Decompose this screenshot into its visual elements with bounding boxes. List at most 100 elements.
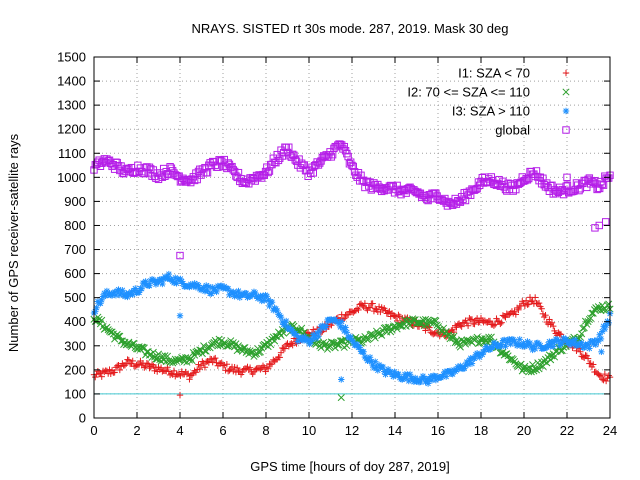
series-global-point bbox=[130, 169, 138, 177]
series-global-point bbox=[470, 186, 479, 194]
series-i2-point bbox=[223, 342, 231, 350]
series-i3-point bbox=[343, 329, 351, 336]
series-global-point bbox=[487, 173, 496, 181]
series-global-point bbox=[141, 163, 150, 172]
series-i1-point bbox=[141, 364, 148, 371]
series-global-outlier-point bbox=[595, 221, 603, 230]
series-i1-point bbox=[264, 365, 272, 372]
series-global-point bbox=[166, 163, 174, 171]
series-i1-point bbox=[422, 327, 429, 334]
series-global-point bbox=[188, 175, 196, 183]
series-global-point bbox=[147, 165, 155, 173]
series-i1-point bbox=[491, 321, 499, 328]
series-global-point bbox=[588, 177, 596, 185]
series-i2-point bbox=[98, 316, 106, 324]
series-i3-point bbox=[213, 288, 220, 296]
y-tick-label: 1100 bbox=[58, 146, 86, 161]
series-global-point bbox=[593, 185, 601, 194]
series-i1-point bbox=[124, 356, 131, 363]
series-i2-point bbox=[255, 348, 263, 357]
series-global-point bbox=[336, 140, 345, 149]
series-global-point bbox=[552, 189, 560, 198]
x-tick-label: 10 bbox=[302, 423, 316, 438]
series-i1-point bbox=[246, 364, 254, 371]
series-i2-point bbox=[343, 342, 351, 350]
series-i2-point bbox=[330, 339, 338, 347]
series-i3-outlier-point bbox=[176, 312, 184, 319]
series-global-point bbox=[104, 157, 112, 165]
series-i1-point bbox=[121, 362, 129, 369]
y-tick-label: 1500 bbox=[57, 50, 86, 65]
series-i2-point bbox=[216, 341, 224, 349]
series-i2-point bbox=[421, 315, 430, 324]
series-i2-point bbox=[240, 344, 248, 352]
series-i3-point bbox=[531, 345, 539, 353]
series-global-point bbox=[374, 180, 382, 189]
series-global-point bbox=[263, 163, 271, 171]
series-global-point bbox=[193, 175, 201, 184]
series-global-point bbox=[286, 152, 294, 160]
series-i1-point bbox=[361, 300, 369, 307]
series-i3-point bbox=[338, 318, 345, 325]
series-global-point bbox=[161, 172, 169, 180]
series-i3-point bbox=[138, 285, 145, 292]
series-i2-point bbox=[114, 332, 123, 340]
y-tick-label: 1300 bbox=[57, 98, 86, 113]
series-global-point bbox=[168, 167, 177, 175]
legend-label: I1: SZA < 70 bbox=[458, 66, 530, 81]
series-i2-point bbox=[557, 347, 565, 355]
x-tick-label: 6 bbox=[219, 423, 226, 438]
axis-ticks: 0 2 4 6 8 10 12 14 16 18 20 22 240100200300400500600… bbox=[57, 50, 617, 439]
series-i1-point bbox=[597, 372, 605, 380]
series-i1-point bbox=[512, 311, 520, 318]
y-tick-label: 100 bbox=[64, 386, 86, 401]
series-i1-point bbox=[289, 341, 296, 349]
series-i1-point bbox=[468, 316, 476, 323]
series-global-point bbox=[276, 154, 284, 162]
series-i2-point bbox=[298, 324, 306, 332]
series-global-point bbox=[370, 179, 378, 187]
series-global-point bbox=[227, 163, 235, 172]
series-global-point bbox=[256, 172, 265, 180]
series-i1-point bbox=[497, 320, 504, 328]
series-i1-point bbox=[98, 373, 105, 380]
series-i2-point bbox=[158, 352, 166, 360]
series-i1-outlier-point bbox=[176, 391, 184, 399]
series-i1-point bbox=[463, 319, 471, 327]
series-global-point bbox=[242, 179, 250, 187]
series-global-point bbox=[521, 176, 529, 185]
series-global-point bbox=[354, 168, 363, 177]
series-i2-point bbox=[116, 332, 124, 340]
series-i1-point bbox=[548, 319, 556, 327]
y-tick-label: 300 bbox=[64, 338, 86, 353]
series-i2-point bbox=[580, 324, 588, 332]
series-i1-point bbox=[148, 361, 156, 368]
series-i3-point bbox=[605, 319, 612, 327]
series-i1-point bbox=[170, 367, 178, 375]
series-i1-point bbox=[584, 355, 592, 362]
series-i2-point bbox=[225, 341, 234, 349]
series-i3-point bbox=[119, 287, 126, 294]
y-tick-label: 700 bbox=[64, 242, 86, 257]
series-global-point bbox=[211, 161, 219, 169]
series-i1-point bbox=[557, 331, 565, 338]
series-global-outlier-point bbox=[602, 218, 610, 226]
series-i1-point bbox=[355, 306, 362, 314]
series-i2-point bbox=[450, 332, 458, 340]
series-global-point bbox=[424, 196, 432, 205]
legend-label: I3: SZA > 110 bbox=[452, 104, 530, 119]
series-i1-point bbox=[601, 370, 609, 378]
series-i1-point bbox=[590, 361, 597, 368]
series-i1-point bbox=[531, 294, 539, 301]
series-i2-point bbox=[117, 337, 125, 345]
series-i2-point bbox=[483, 338, 492, 346]
series-global-point bbox=[527, 168, 536, 176]
y-tick-label: 600 bbox=[64, 266, 86, 281]
series-global-point bbox=[295, 155, 303, 163]
series-i2-point bbox=[323, 345, 332, 353]
series-i1-point bbox=[143, 359, 151, 367]
series-global-point bbox=[316, 159, 324, 167]
x-tick-label: 0 bbox=[90, 423, 97, 438]
legend-marker bbox=[562, 69, 570, 77]
series-global-point bbox=[485, 175, 493, 183]
